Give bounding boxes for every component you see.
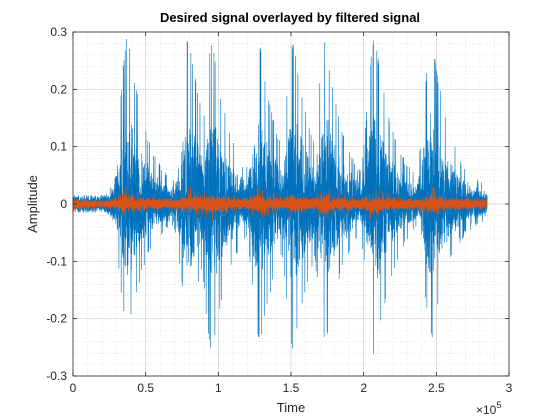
x-exponent-power: 5 <box>496 400 501 410</box>
chart-title: Desired signal overlayed by filtered sig… <box>160 10 420 25</box>
y-tick-label: 0.3 <box>50 25 67 39</box>
y-tick-label: 0 <box>60 197 67 211</box>
x-tick-labels: 0 0.5 1 1.5 2 2.5 3 <box>70 381 513 395</box>
x-tick-label: 1 <box>215 381 222 395</box>
y-tick-label: -0.3 <box>46 369 67 383</box>
x-tick-label: 3 <box>506 381 513 395</box>
x-tick-label: 0.5 <box>137 381 154 395</box>
x-axis-label: Time <box>277 400 305 415</box>
y-tick-label: -0.2 <box>46 312 67 326</box>
axis-ticks <box>72 31 510 377</box>
y-axis-label: Amplitude <box>25 175 40 233</box>
plot-area <box>72 31 510 377</box>
y-tick-labels: -0.3 -0.2 -0.1 0 0.1 0.2 0.3 <box>46 25 67 383</box>
x-exponent-label: ×105 <box>476 400 501 417</box>
x-tick-label: 1.5 <box>283 381 300 395</box>
y-tick-label: 0.1 <box>50 140 67 154</box>
y-tick-label: -0.1 <box>46 254 67 268</box>
x-exponent-base: ×10 <box>476 403 497 417</box>
series-filtered-signal <box>72 185 488 221</box>
x-tick-label: 2 <box>360 381 367 395</box>
x-tick-label: 2.5 <box>428 381 445 395</box>
y-tick-label: 0.2 <box>50 82 67 96</box>
x-tick-label: 0 <box>70 381 77 395</box>
